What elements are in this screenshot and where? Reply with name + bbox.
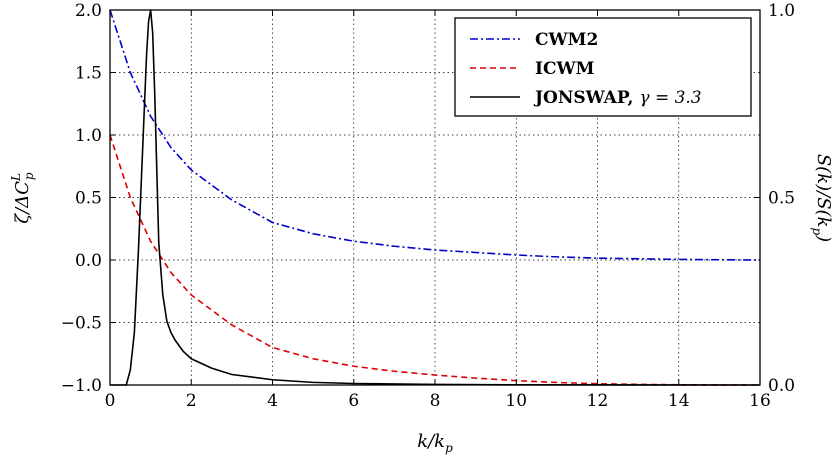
y-axis-label-left: ζ/ΔCLp xyxy=(9,172,36,224)
series-line-jonswap xyxy=(110,9,761,386)
x-tick-label: 16 xyxy=(749,391,771,411)
y-tick-label-left: 2.0 xyxy=(75,1,102,21)
y-axis-label-right: S(k)/S(kp) xyxy=(810,154,834,242)
series-group xyxy=(109,9,761,386)
legend-box xyxy=(454,17,752,117)
x-tick-label: 14 xyxy=(668,391,690,411)
series-line-cwm2 xyxy=(109,9,761,261)
y-tick-label-left: 0.0 xyxy=(75,251,102,271)
y-tick-label-left: 1.0 xyxy=(75,126,102,146)
x-tick-label: 6 xyxy=(348,391,359,411)
y-tick-label-right: 0.5 xyxy=(768,189,795,209)
x-tick-label: 10 xyxy=(505,391,527,411)
y-tick-label-right: 0.0 xyxy=(768,376,795,396)
y-tick-label-left: 0.5 xyxy=(75,189,102,209)
legend-label-jonswap: JONSWAP, γ = 3.3 xyxy=(533,88,702,108)
y-tick-label-left: 1.5 xyxy=(75,64,102,84)
series-line-icwm xyxy=(109,134,760,386)
x-axis-label: k/kp xyxy=(417,431,453,455)
legend: CWM2 ICWM JONSWAP, γ = 3.3 xyxy=(454,17,752,117)
y-tick-label-right: 1.0 xyxy=(768,1,795,21)
x-tick-label: 12 xyxy=(587,391,609,411)
tick-group: 0 2 4 6 8 10 12 14 16 −1.0 −0.5 0.0 0.5 1.0 1.5 2.0 0.0 0… xyxy=(61,1,795,411)
y-tick-label-left: −1.0 xyxy=(61,376,102,396)
legend-label-icwm: ICWM xyxy=(535,59,595,79)
x-tick-label: 0 xyxy=(105,391,116,411)
x-tick-label: 8 xyxy=(430,391,441,411)
x-tick-label: 2 xyxy=(186,391,197,411)
x-tick-label: 4 xyxy=(267,391,278,411)
y-tick-label-left: −0.5 xyxy=(61,314,102,334)
legend-label-cwm2: CWM2 xyxy=(535,30,598,50)
